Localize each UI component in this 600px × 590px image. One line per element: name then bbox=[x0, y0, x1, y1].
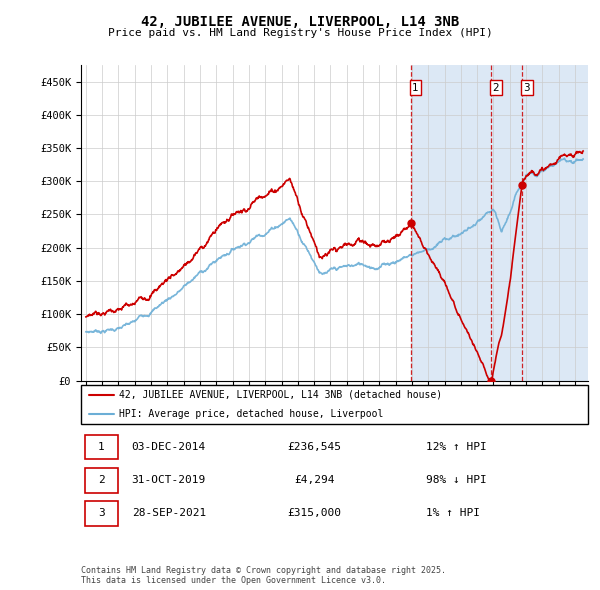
Text: 1% ↑ HPI: 1% ↑ HPI bbox=[426, 509, 480, 518]
Bar bbox=[410, 65, 600, 381]
FancyBboxPatch shape bbox=[85, 501, 118, 526]
Text: 12% ↑ HPI: 12% ↑ HPI bbox=[426, 442, 487, 452]
Text: 42, JUBILEE AVENUE, LIVERPOOL, L14 3NB (detached house): 42, JUBILEE AVENUE, LIVERPOOL, L14 3NB (… bbox=[119, 390, 442, 400]
FancyBboxPatch shape bbox=[85, 468, 118, 493]
Text: Price paid vs. HM Land Registry's House Price Index (HPI): Price paid vs. HM Land Registry's House … bbox=[107, 28, 493, 38]
Text: 42, JUBILEE AVENUE, LIVERPOOL, L14 3NB: 42, JUBILEE AVENUE, LIVERPOOL, L14 3NB bbox=[141, 15, 459, 29]
Text: 28-SEP-2021: 28-SEP-2021 bbox=[132, 509, 206, 518]
Text: 2: 2 bbox=[493, 83, 499, 93]
Text: £4,294: £4,294 bbox=[294, 476, 334, 485]
Text: Contains HM Land Registry data © Crown copyright and database right 2025.
This d: Contains HM Land Registry data © Crown c… bbox=[81, 566, 446, 585]
FancyBboxPatch shape bbox=[85, 435, 118, 460]
Text: 1: 1 bbox=[412, 83, 419, 93]
Text: 3: 3 bbox=[524, 83, 530, 93]
FancyBboxPatch shape bbox=[81, 385, 588, 424]
Text: 98% ↓ HPI: 98% ↓ HPI bbox=[426, 476, 487, 485]
Text: 3: 3 bbox=[98, 509, 104, 518]
Text: 31-OCT-2019: 31-OCT-2019 bbox=[132, 476, 206, 485]
Text: £236,545: £236,545 bbox=[287, 442, 341, 452]
Text: £315,000: £315,000 bbox=[287, 509, 341, 518]
Text: 1: 1 bbox=[98, 442, 104, 452]
Text: HPI: Average price, detached house, Liverpool: HPI: Average price, detached house, Live… bbox=[119, 409, 383, 419]
Text: 03-DEC-2014: 03-DEC-2014 bbox=[132, 442, 206, 452]
Text: 2: 2 bbox=[98, 476, 104, 485]
